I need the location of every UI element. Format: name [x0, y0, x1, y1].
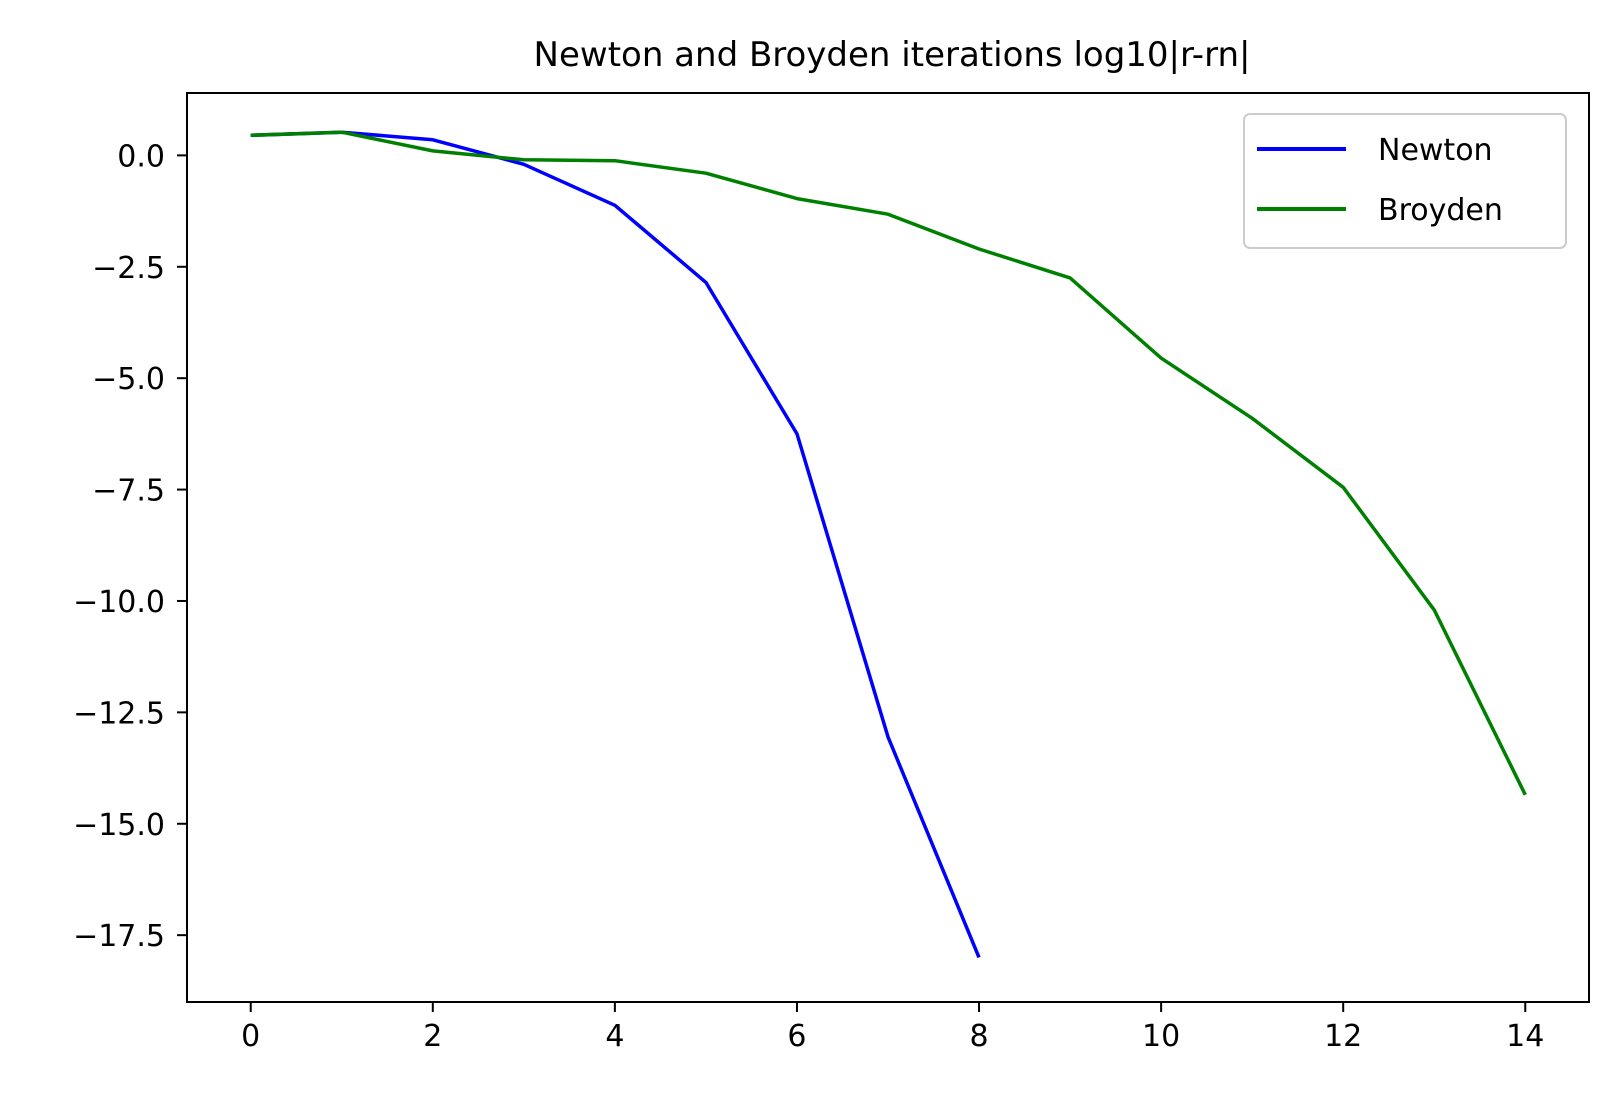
legend: Newton Broyden	[1243, 113, 1567, 249]
chart-title: Newton and Broyden iterations log10|r-rn…	[534, 35, 1251, 75]
legend-label-broyden: Broyden	[1378, 193, 1503, 228]
legend-label-newton: Newton	[1378, 133, 1493, 168]
y-tick-label: −10.0	[73, 585, 165, 620]
x-tick-label: 12	[1324, 1019, 1362, 1054]
y-axis: 0.0 −2.5 −5.0 −7.5 −10.0 −12.5 −15.0 −17.5	[73, 139, 187, 954]
y-tick-label: −15.0	[73, 808, 165, 843]
x-tick-label: 2	[423, 1019, 442, 1054]
x-tick-label: 10	[1142, 1019, 1180, 1054]
y-tick-label: −17.5	[73, 919, 165, 954]
x-tick-label: 14	[1506, 1019, 1544, 1054]
x-tick-label: 0	[241, 1019, 260, 1054]
y-tick-label: −5.0	[92, 362, 165, 397]
x-tick-label: 4	[605, 1019, 624, 1054]
x-tick-label: 6	[787, 1019, 806, 1054]
series-layer	[250, 130, 1527, 959]
x-axis: 0 2 4 6 8 10 12 14	[241, 1002, 1544, 1054]
axes-frame	[186, 92, 1590, 1003]
y-tick-label: −12.5	[73, 696, 165, 731]
series-line-newton	[250, 130, 981, 959]
series-line-broyden	[250, 130, 1527, 796]
y-tick-label: −7.5	[92, 474, 165, 509]
y-tick-label: 0.0	[117, 139, 165, 174]
y-tick-label: −2.5	[92, 251, 165, 286]
plot-area	[186, 92, 1590, 1003]
x-tick-label: 8	[969, 1019, 988, 1054]
